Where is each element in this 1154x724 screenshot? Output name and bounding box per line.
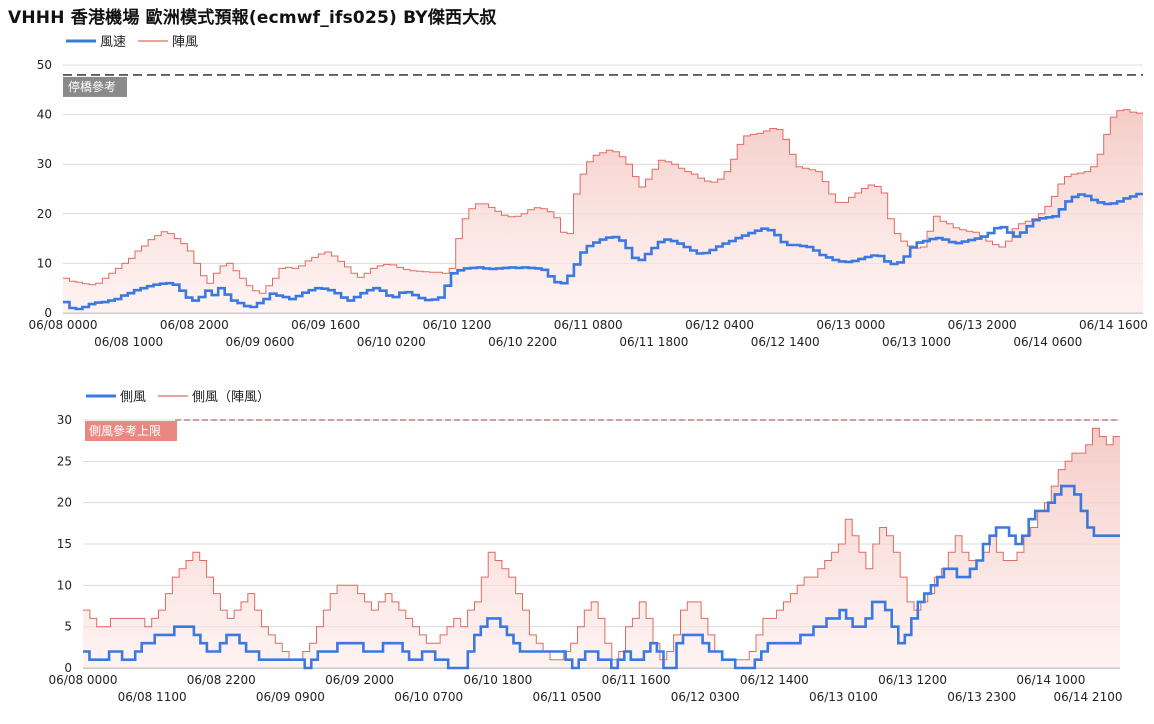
x-tick-label: 06/12 1400: [740, 673, 809, 687]
x-tick-label: 06/14 2100: [1054, 690, 1123, 704]
x-tick-label: 06/14 1600: [1079, 318, 1148, 332]
legend-label: 側風（陣風）: [192, 390, 270, 405]
main-line: [83, 484, 1120, 670]
x-tick-label: 06/13 1200: [878, 673, 947, 687]
x-tick-label: 06/11 0500: [532, 690, 601, 704]
y-tick-label: 0: [64, 661, 72, 675]
y-tick-label: 40: [37, 108, 52, 122]
x-tick-label: 06/10 0200: [357, 335, 426, 349]
legend-label: 陣風: [172, 35, 198, 50]
x-tick-label: 06/12 0300: [671, 690, 740, 704]
x-tick-label: 06/08 1000: [94, 335, 163, 349]
x-tick-label: 06/14 0600: [1013, 335, 1082, 349]
wind-speed-chart: 0 10 20 30 40 50 停橋參考 風速 陣風 06/08 0000 06/08 2000 0…: [29, 35, 1148, 349]
x-tick-label: 06/11 1600: [602, 673, 671, 687]
x-tick-label: 06/11 1800: [619, 335, 688, 349]
x-tick-label: 06/10 1200: [422, 318, 491, 332]
x-tick-label: 06/09 0600: [225, 335, 294, 349]
x-tick-label: 06/11 0800: [554, 318, 623, 332]
reference-tag: [63, 76, 127, 97]
gust-line: [63, 109, 1143, 294]
y-tick-label: 25: [57, 454, 72, 468]
y-tick-label: 30: [37, 157, 52, 171]
y-tick-label: 15: [57, 537, 72, 551]
x-tick-label: 06/09 2000: [325, 673, 394, 687]
x-tick-label: 06/10 0700: [394, 690, 463, 704]
x-tick-label: 06/10 2200: [488, 335, 557, 349]
y-tick-label: 10: [37, 256, 52, 270]
x-tick-label: 06/12 1400: [751, 335, 820, 349]
y-tick-label: 30: [57, 413, 72, 427]
x-tick-label: 06/08 1100: [118, 690, 187, 704]
y-tick-label: 20: [57, 496, 72, 510]
x-tick-label: 06/08 0000: [29, 318, 98, 332]
page-title: VHHH 香港機場 歐洲模式預報(ecmwf_ifs025) BY傑西大叔: [8, 8, 497, 28]
y-tick-label: 5: [64, 620, 72, 634]
legend-label: 側風: [120, 390, 146, 405]
gust-area: [83, 428, 1120, 668]
x-tick-label: 06/13 2000: [948, 318, 1017, 332]
x-tick-label: 06/13 0100: [809, 690, 878, 704]
x-tick-label: 06/13 0000: [816, 318, 885, 332]
x-tick-label: 06/09 1600: [291, 318, 360, 332]
x-tick-label: 06/13 2300: [947, 690, 1016, 704]
reference-tag: [85, 421, 177, 441]
gust-area: [63, 109, 1143, 313]
x-tick-label: 06/08 2000: [160, 318, 229, 332]
y-tick-label: 10: [57, 578, 72, 592]
x-tick-label: 06/13 1000: [882, 335, 951, 349]
x-tick-label: 06/14 1000: [1016, 673, 1085, 687]
x-tick-label: 06/09 0900: [256, 690, 325, 704]
reference-label: 側風參考上限: [89, 423, 161, 438]
y-tick-label: 0: [44, 306, 52, 320]
x-tick-label: 06/10 1800: [463, 673, 532, 687]
reference-label: 停橋參考: [68, 79, 116, 94]
y-tick-label: 50: [37, 58, 52, 72]
x-tick-label: 06/12 0400: [685, 318, 754, 332]
x-tick-label: 06/08 2200: [187, 673, 256, 687]
legend-label: 風速: [100, 35, 126, 50]
main-line: [63, 192, 1143, 311]
y-tick-label: 20: [37, 207, 52, 221]
x-tick-label: 06/08 0000: [49, 673, 118, 687]
